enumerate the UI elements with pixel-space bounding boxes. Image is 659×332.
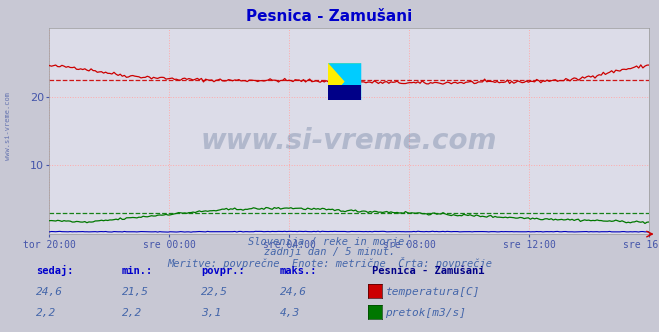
Text: Slovenija / reke in morje.: Slovenija / reke in morje. xyxy=(248,237,411,247)
FancyBboxPatch shape xyxy=(328,85,361,100)
Text: 21,5: 21,5 xyxy=(122,287,149,297)
Text: temperatura[C]: temperatura[C] xyxy=(386,287,480,297)
Text: Pesnica - Zamušani: Pesnica - Zamušani xyxy=(246,9,413,24)
Text: Meritve: povprečne  Enote: metrične  Črta: povprečje: Meritve: povprečne Enote: metrične Črta:… xyxy=(167,257,492,269)
Text: maks.:: maks.: xyxy=(280,266,318,276)
Text: sedaj:: sedaj: xyxy=(36,265,74,276)
Text: 2,2: 2,2 xyxy=(36,308,57,318)
Text: zadnji dan / 5 minut.: zadnji dan / 5 minut. xyxy=(264,247,395,257)
Text: www.si-vreme.com: www.si-vreme.com xyxy=(201,127,498,155)
Text: 2,2: 2,2 xyxy=(122,308,142,318)
Polygon shape xyxy=(328,63,361,100)
Text: Pesnica - Zamušani: Pesnica - Zamušani xyxy=(372,266,485,276)
Text: www.si-vreme.com: www.si-vreme.com xyxy=(5,92,11,160)
Polygon shape xyxy=(328,63,361,100)
Text: 4,3: 4,3 xyxy=(280,308,301,318)
Polygon shape xyxy=(328,63,361,100)
Text: 24,6: 24,6 xyxy=(280,287,307,297)
Text: pretok[m3/s]: pretok[m3/s] xyxy=(386,308,467,318)
Text: 22,5: 22,5 xyxy=(201,287,228,297)
Polygon shape xyxy=(328,63,361,100)
Text: povpr.:: povpr.: xyxy=(201,266,244,276)
Text: 3,1: 3,1 xyxy=(201,308,221,318)
Text: 24,6: 24,6 xyxy=(36,287,63,297)
Text: min.:: min.: xyxy=(122,266,153,276)
